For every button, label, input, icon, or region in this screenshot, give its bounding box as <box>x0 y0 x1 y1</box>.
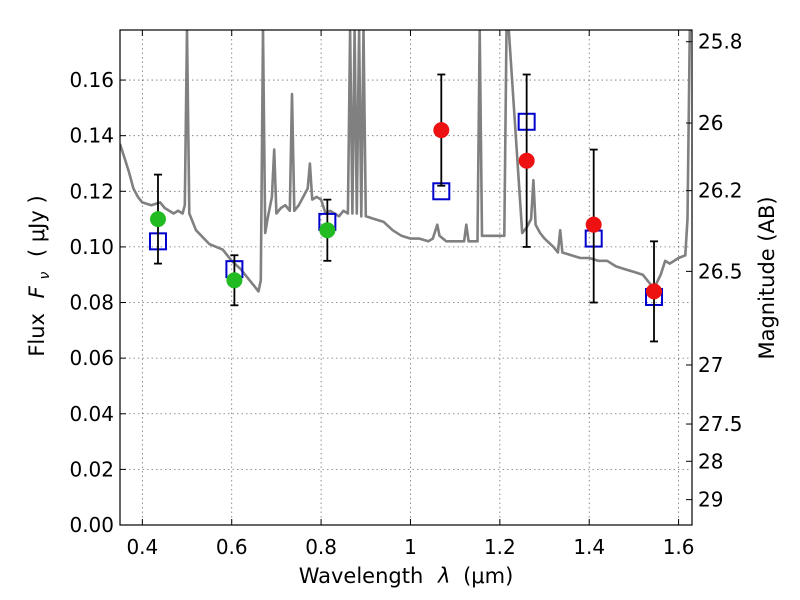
observed-point <box>226 272 243 289</box>
observed-point-group <box>646 240 663 343</box>
x-tick-label: 1.4 <box>573 535 605 559</box>
y-tick-label: 0.08 <box>69 291 114 315</box>
y-tick-label: 0.10 <box>69 235 114 259</box>
x-axis-title-symbol: λ <box>437 564 450 588</box>
observed-point <box>518 152 535 169</box>
observed-point-group <box>149 173 166 265</box>
plot-frame <box>119 29 693 526</box>
y-tick-label: 0.12 <box>69 179 114 203</box>
right-tick-label: 29 <box>698 488 723 512</box>
y-axis-title-main: Flux <box>25 313 49 357</box>
observed-point-group <box>319 198 336 262</box>
x-axis-title-main: Wavelength <box>299 564 424 588</box>
observed-point-group <box>518 73 535 248</box>
y-tick-label: 0.04 <box>69 402 114 426</box>
observed-point-group <box>433 73 450 187</box>
grid <box>120 30 692 526</box>
ticks: 0.4 0.6 0.8 1 1.2 1.4 1.6 0.00 0.02 0.04 0.06 0.08 0… <box>69 30 742 559</box>
right-tick-label: 27 <box>698 353 723 377</box>
marker-layer <box>148 73 664 343</box>
observed-point-group <box>226 254 243 307</box>
observed-point <box>585 216 602 233</box>
y-axis-title-symbol: F <box>25 285 49 298</box>
observed-point <box>319 222 336 239</box>
x-tick-label: 0.4 <box>126 535 158 559</box>
y-tick-label: 0.06 <box>69 346 114 370</box>
x-axis-title: Wavelength λ (μm) <box>299 564 514 588</box>
y-axis-title: Flux F ν ( μJy ) <box>25 195 54 356</box>
y-tick-label: 0.02 <box>69 457 114 481</box>
x-tick-label: 1.6 <box>663 535 695 559</box>
model-spectrum-line <box>120 30 692 293</box>
right-axis-title: Magnitude (AB) <box>755 196 779 359</box>
x-tick-label: 0.8 <box>305 535 337 559</box>
y-axis-title-unit: ( μJy ) <box>25 195 49 257</box>
y-tick-label: 0.00 <box>69 513 114 537</box>
observed-point-group <box>585 148 602 304</box>
y-axis-title-subscript: ν <box>37 272 53 280</box>
x-tick-label: 0.6 <box>216 535 248 559</box>
x-tick-label: 1 <box>404 535 417 559</box>
right-tick-label: 26.2 <box>698 179 743 203</box>
x-axis-title-unit: (μm) <box>463 564 513 588</box>
y-tick-label: 0.16 <box>69 68 114 92</box>
right-tick-label: 26.5 <box>698 259 743 283</box>
x-tick-label: 1.2 <box>484 535 516 559</box>
right-tick-label: 27.5 <box>698 412 743 436</box>
right-tick-label: 28 <box>698 449 723 473</box>
y-tick-label: 0.14 <box>69 124 114 148</box>
observed-point <box>149 211 166 228</box>
observed-point <box>646 283 663 300</box>
observed-point <box>433 122 450 139</box>
right-tick-label: 25.8 <box>698 30 743 54</box>
right-tick-label: 26 <box>698 111 723 135</box>
model-spectrum-layer <box>120 30 692 293</box>
